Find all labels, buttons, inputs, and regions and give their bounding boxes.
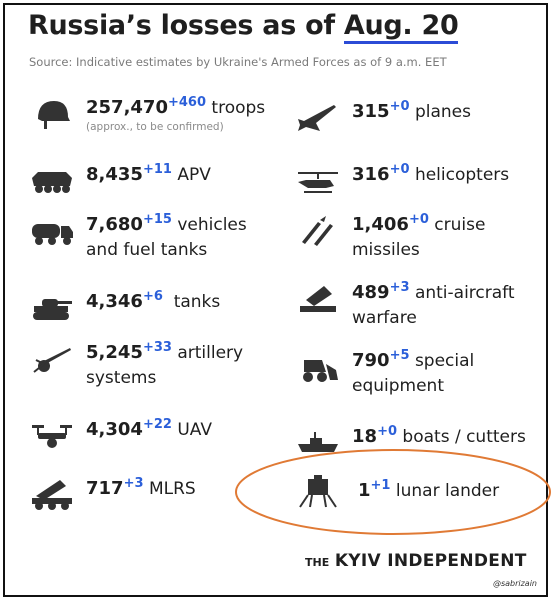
- title: Russia’s losses as of Aug. 20: [28, 10, 459, 44]
- loss-item: 790+5 special equipment: [296, 348, 536, 399]
- value: 1,406: [352, 214, 409, 235]
- delta: +15: [142, 212, 172, 227]
- value: 316: [352, 164, 390, 185]
- label: helicopters: [414, 165, 510, 185]
- icon-mlrs: [32, 480, 72, 510]
- loss-item: 257,470+460 troops (approx., to be confir…: [30, 95, 265, 133]
- label: APV: [177, 165, 211, 185]
- delta: +6: [142, 289, 163, 304]
- icon-lunar-lander: [299, 475, 337, 508]
- label: vehicles and fuel tanks: [86, 215, 247, 260]
- footer-prefix: THE: [305, 556, 330, 569]
- value: 18: [352, 426, 378, 447]
- delta: +0: [389, 162, 410, 177]
- loss-item: 316+0 helicopters: [296, 162, 509, 198]
- loss-item: 18+0 boats / cutters: [296, 424, 526, 460]
- value: 4,346: [86, 291, 143, 312]
- loss-item: 315+0 planes: [296, 99, 471, 135]
- icon-plane: [298, 105, 336, 131]
- icon-truck: [32, 224, 73, 245]
- label: anti-aircraft warfare: [352, 283, 515, 328]
- loss-item: 4,304+22 UAV: [30, 417, 212, 453]
- loss-item: 1,406+0 cruise missiles: [296, 212, 536, 263]
- delta: +5: [389, 348, 410, 363]
- loss-item: 489+3 anti-aircraft warfare: [296, 280, 536, 331]
- note: (approx., to be confirmed): [86, 121, 224, 133]
- loss-item: 5,245+33 artillery systems: [30, 340, 255, 391]
- icon-helmet: [38, 101, 70, 129]
- credit: @sabrizain: [492, 579, 537, 588]
- label: UAV: [177, 420, 212, 440]
- value: 5,245: [86, 342, 143, 363]
- label: special equipment: [352, 351, 475, 396]
- delta: +0: [408, 212, 429, 227]
- frame: [3, 3, 548, 597]
- value: 7,680: [86, 214, 143, 235]
- delta: +11: [142, 162, 172, 177]
- icon-helicopter: [298, 172, 338, 193]
- icon-tank: [33, 299, 72, 320]
- loss-item: 7,680+15 vehicles and fuel tanks: [30, 212, 255, 263]
- loss-item: 717+3 MLRS: [30, 476, 196, 512]
- delta: +0: [377, 424, 398, 439]
- delta: +1: [370, 478, 391, 493]
- icon-missiles: [302, 216, 333, 246]
- loss-item: 8,435+11 APV: [30, 162, 211, 198]
- icon-apv: [32, 172, 72, 193]
- label: MLRS: [148, 479, 196, 499]
- value: 1: [358, 480, 371, 501]
- title-date: Aug. 20: [343, 10, 459, 44]
- value: 717: [86, 478, 124, 499]
- icon-anti-aircraft: [300, 286, 336, 312]
- value: 8,435: [86, 164, 143, 185]
- value: 489: [352, 282, 390, 303]
- value: 4,304: [86, 419, 143, 440]
- delta: +0: [389, 99, 410, 114]
- delta: +3: [123, 476, 144, 491]
- footer-name: KYIV INDEPENDENT: [334, 551, 527, 571]
- value: 257,470: [86, 97, 168, 118]
- delta: +3: [389, 280, 410, 295]
- delta: +33: [142, 340, 172, 355]
- label: boats / cutters: [402, 427, 526, 447]
- icon-uav: [32, 425, 72, 448]
- loss-item: 4,346+6 tanks: [30, 289, 220, 325]
- icon-artillery: [33, 348, 71, 373]
- footer: THE KYIV INDEPENDENT: [305, 551, 527, 571]
- label: planes: [414, 102, 471, 122]
- title-text: Russia’s losses as of: [28, 10, 335, 41]
- icon-special-equipment: [303, 360, 338, 382]
- label: lunar lander: [395, 481, 500, 501]
- loss-item: 1+1 lunar lander: [296, 470, 499, 512]
- value: 315: [352, 101, 390, 122]
- delta: +22: [142, 417, 172, 432]
- label: troops: [211, 98, 266, 118]
- delta: +460: [167, 95, 207, 110]
- source: Source: Indicative estimates by Ukraine'…: [29, 55, 447, 69]
- label: tanks: [173, 292, 221, 312]
- value: 790: [352, 350, 390, 371]
- icon-boat: [298, 432, 338, 452]
- label: cruise missiles: [352, 215, 486, 260]
- label: artillery systems: [86, 343, 244, 388]
